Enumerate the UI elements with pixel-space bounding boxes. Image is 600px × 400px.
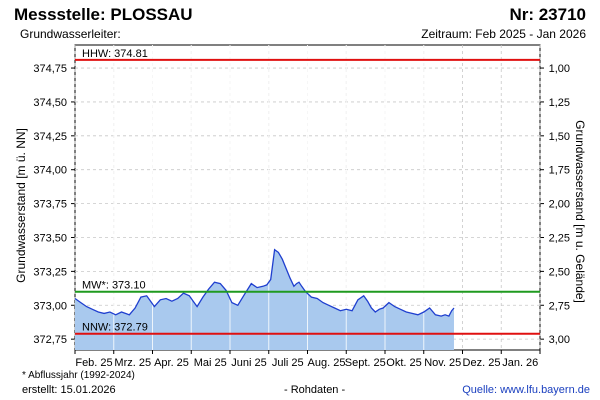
y2-tick-label: 1,50 xyxy=(549,131,570,143)
footnote: * Abflussjahr (1992-2024) xyxy=(22,370,135,381)
y-tick-label: 373,75 xyxy=(33,199,67,211)
y-tick-label: 374,50 xyxy=(33,97,67,109)
source-link[interactable]: Quelle: www.lfu.bayern.de xyxy=(462,384,590,396)
y2-axis-label: Grundwasserstand [m u. Gelände] xyxy=(573,120,587,303)
period-label: Zeitraum: Feb 2025 - Jan 2026 xyxy=(421,27,586,41)
x-tick-label: Juni 25 xyxy=(231,357,266,369)
y2-tick-label: 2,75 xyxy=(549,300,570,312)
x-tick-label: Sept. 25 xyxy=(345,357,386,369)
x-tick-label: Juli 25 xyxy=(272,357,304,369)
series-line xyxy=(74,248,455,317)
series-area xyxy=(75,249,454,350)
y2-tick-label: 2,25 xyxy=(549,232,570,244)
y-axis-label: Grundwasserstand [m ü. NN] xyxy=(14,128,28,283)
y2-tick-label: 3,00 xyxy=(549,334,570,346)
y2-tick-label: 1,00 xyxy=(549,63,570,75)
y-tick-label: 374,00 xyxy=(33,165,67,177)
x-tick-label: Mrz. 25 xyxy=(114,357,151,369)
station-number: Nr: 23710 xyxy=(509,5,586,24)
reference-line-label: NNW: 372.79 xyxy=(82,322,148,334)
x-tick-label: Jan. 26 xyxy=(502,357,538,369)
x-tick-label: Nov. 25 xyxy=(424,357,461,369)
x-tick-label: Feb. 25 xyxy=(75,357,112,369)
x-tick-label: Apr. 25 xyxy=(154,357,189,369)
y-tick-label: 373,50 xyxy=(33,232,67,244)
y2-tick-label: 1,25 xyxy=(549,97,570,109)
created-date: erstellt: 15.01.2026 xyxy=(22,384,116,396)
y-tick-label: 374,75 xyxy=(33,63,67,75)
y-tick-label: 373,00 xyxy=(33,300,67,312)
rawdata-label: - Rohdaten - xyxy=(284,384,346,396)
x-tick-label: Mai 25 xyxy=(194,357,227,369)
reference-line-label: MW*: 373.10 xyxy=(82,280,146,292)
aquifer-label: Grundwasserleiter: xyxy=(20,27,121,41)
y2-tick-label: 2,50 xyxy=(549,266,570,278)
y2-tick-label: 2,00 xyxy=(549,199,570,211)
y-tick-label: 372,75 xyxy=(33,334,67,346)
reference-line-label: HHW: 374.81 xyxy=(82,48,148,60)
page-title: Messstelle: PLOSSAU xyxy=(14,5,193,24)
y2-tick-label: 1,75 xyxy=(549,165,570,177)
y-tick-label: 374,25 xyxy=(33,131,67,143)
x-tick-label: Aug. 25 xyxy=(308,357,346,369)
x-tick-label: Okt. 25 xyxy=(386,357,421,369)
y-tick-label: 373,25 xyxy=(33,266,67,278)
x-tick-label: Dez. 25 xyxy=(463,357,501,369)
